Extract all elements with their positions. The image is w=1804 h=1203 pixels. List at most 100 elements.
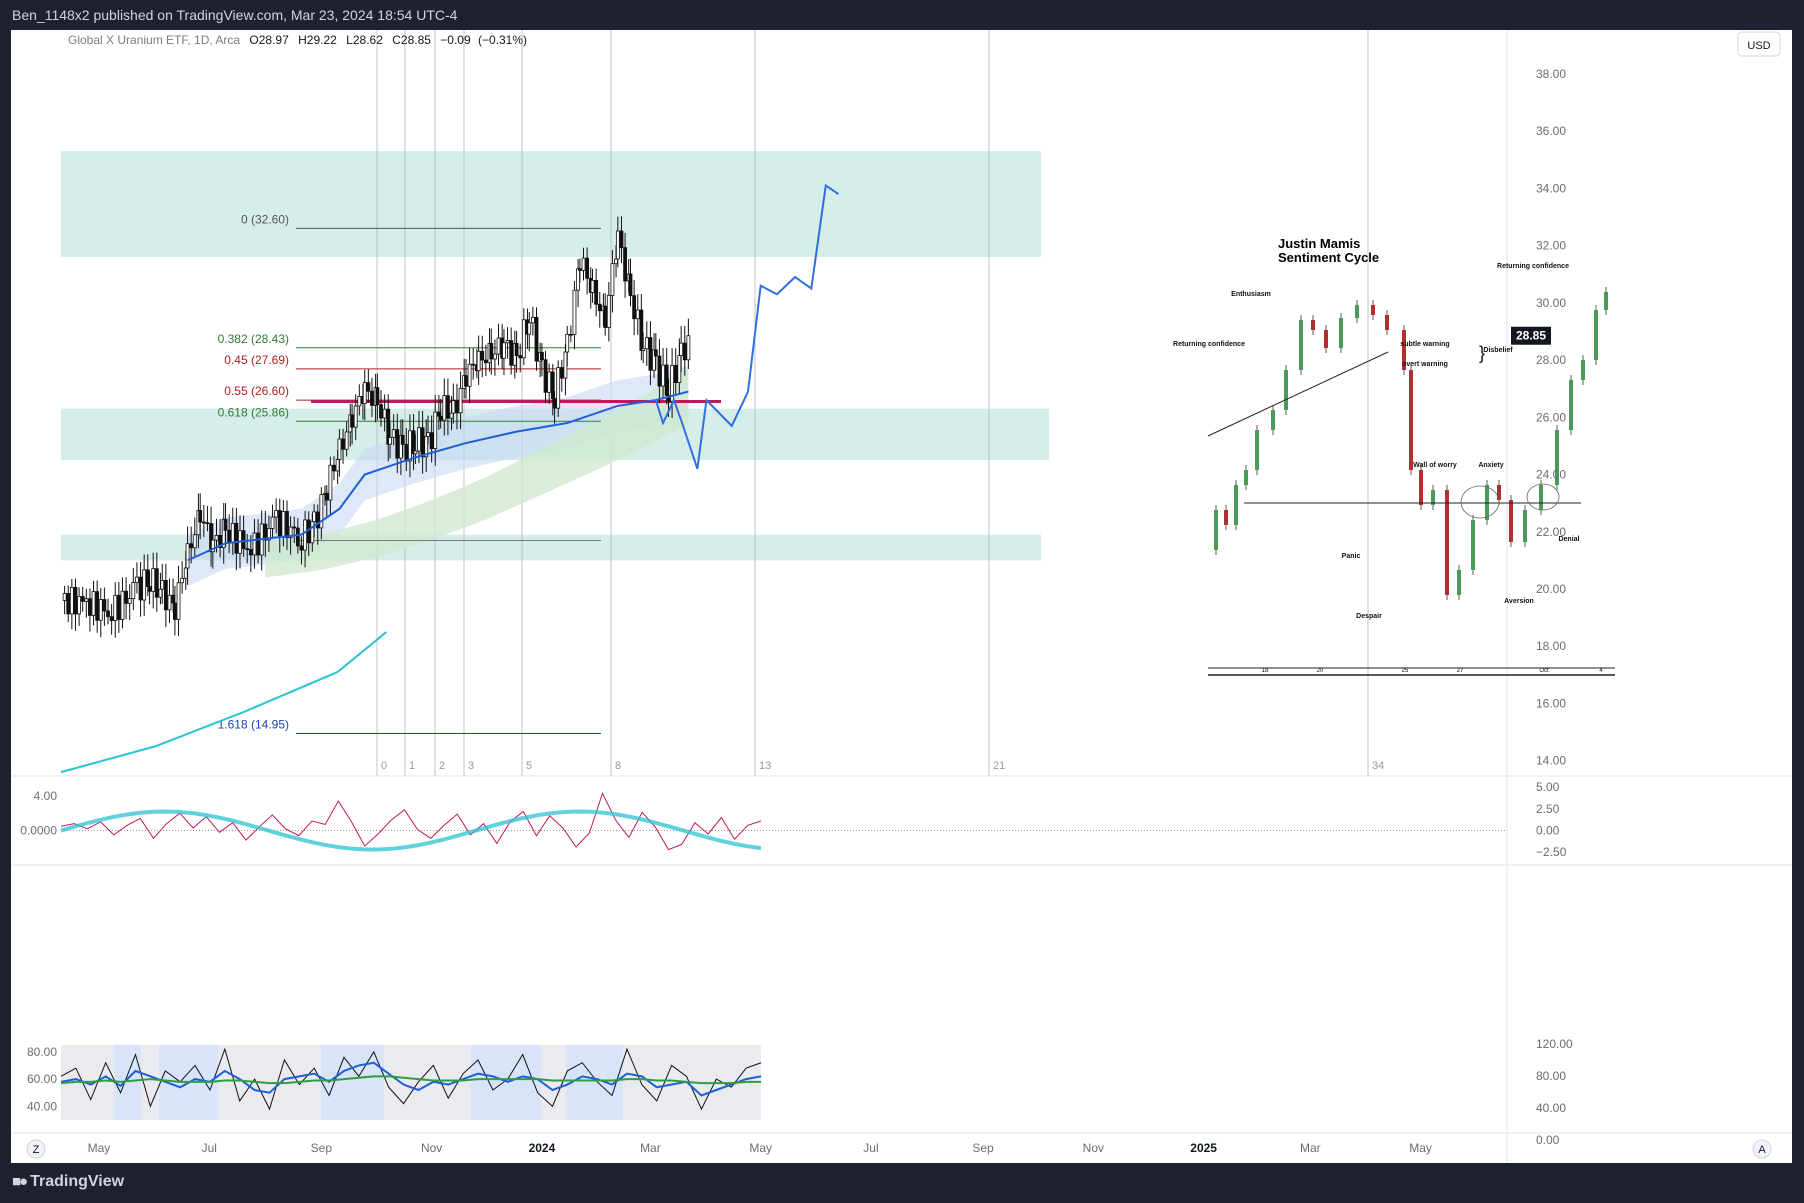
chart-canvas[interactable]: 0 1 2 3 5 8 13 21 34 0 (32.60) 0.382 (28.43) 0.45 … bbox=[11, 30, 1792, 1163]
currency-button[interactable]: USD bbox=[1737, 31, 1781, 57]
sentiment-label: Panic bbox=[1342, 553, 1361, 560]
candle-body bbox=[292, 526, 297, 529]
candle-body bbox=[514, 342, 519, 356]
inset-candle bbox=[1244, 470, 1248, 485]
projection-path bbox=[654, 183, 839, 470]
sentiment-label: Returning confidence bbox=[1497, 263, 1569, 270]
candle-body bbox=[315, 511, 320, 529]
fib-level-label: 1.618 (14.95) bbox=[218, 718, 289, 732]
inset-candle bbox=[1271, 410, 1275, 430]
cycle-marker-label: 13 bbox=[759, 760, 771, 772]
oscillator-line bbox=[60, 1047, 762, 1111]
publish-header: Ben_1148x2 published on TradingView.com,… bbox=[0, 0, 1804, 30]
price-tick-label: 38.00 bbox=[1536, 67, 1566, 81]
legend-low-value: 28.62 bbox=[353, 33, 383, 47]
candle-body bbox=[124, 590, 128, 604]
tradingview-logo[interactable]: ■● TradingView bbox=[12, 1173, 124, 1191]
annotation-subtitle: Sentiment Cycle bbox=[1278, 250, 1379, 265]
candle-body bbox=[160, 580, 165, 590]
candle-body bbox=[281, 511, 286, 537]
candle-body bbox=[382, 408, 387, 419]
legend-high-label: H bbox=[298, 33, 307, 47]
candle-body bbox=[138, 576, 143, 601]
candle-body bbox=[214, 534, 219, 541]
time-tick-label: May bbox=[749, 1141, 772, 1155]
candle-body bbox=[154, 568, 159, 598]
price-tick-label: 34.00 bbox=[1536, 181, 1566, 195]
time-tick-label: Jul bbox=[202, 1141, 217, 1155]
candle-body bbox=[518, 355, 523, 359]
candle-body bbox=[576, 268, 580, 291]
indicator1-tick: 5.00 bbox=[1536, 780, 1560, 794]
inset-candle bbox=[1255, 430, 1259, 470]
candle-body bbox=[256, 532, 260, 556]
candle-body bbox=[145, 569, 150, 587]
inset-candle bbox=[1355, 305, 1359, 318]
auto-scale-button[interactable]: A bbox=[1752, 1139, 1772, 1159]
candle-body bbox=[88, 598, 92, 616]
timezone-button[interactable]: Z bbox=[26, 1139, 46, 1159]
candle-body bbox=[192, 534, 197, 549]
candle-body bbox=[328, 464, 333, 501]
candle-body bbox=[568, 333, 573, 336]
inset-candle bbox=[1594, 310, 1598, 360]
candle-body bbox=[270, 516, 275, 529]
cycle-marker-label: 3 bbox=[468, 760, 474, 772]
candle-body bbox=[147, 586, 152, 592]
sentiment-label: Disbelief bbox=[1483, 347, 1513, 354]
fib-level-label: 0.618 (25.86) bbox=[218, 405, 289, 419]
candle-body bbox=[455, 400, 459, 414]
candle-body bbox=[619, 230, 624, 249]
inset-candle bbox=[1555, 430, 1559, 485]
candle-body bbox=[344, 431, 349, 450]
candle-body bbox=[648, 337, 653, 371]
cycle-marker-label: 5 bbox=[526, 760, 532, 772]
candle-body bbox=[319, 494, 324, 529]
inset-candle bbox=[1339, 318, 1343, 348]
candle-body bbox=[534, 316, 539, 362]
legend-line: Global X Uranium ETF, 1D, Arca O28.97 H2… bbox=[68, 33, 527, 47]
candle-body bbox=[673, 364, 678, 384]
candle-body bbox=[677, 355, 682, 384]
candle-body bbox=[167, 594, 172, 611]
moving-average-line bbox=[187, 390, 689, 562]
inset-candle bbox=[1457, 570, 1461, 595]
candle-body bbox=[610, 263, 615, 296]
candle-body bbox=[464, 375, 468, 387]
candle-body bbox=[73, 586, 78, 615]
inset-axis-tick: Oct bbox=[1539, 668, 1549, 674]
sentiment-label: Returning confidence bbox=[1173, 341, 1245, 348]
candle-body bbox=[375, 387, 380, 405]
auto-scale-label: A bbox=[1758, 1144, 1766, 1156]
candle-body bbox=[476, 350, 481, 372]
candle-body bbox=[483, 359, 488, 364]
candle-body bbox=[241, 530, 246, 550]
candle-body bbox=[411, 430, 416, 455]
candle-body bbox=[590, 280, 595, 293]
candle-body bbox=[263, 523, 268, 541]
candle-body bbox=[639, 309, 644, 351]
candle-body bbox=[312, 511, 317, 523]
candle-body bbox=[594, 280, 599, 305]
candle-body bbox=[388, 437, 392, 445]
inset-axis-tick: 18 bbox=[1262, 668, 1269, 674]
candle-body bbox=[661, 364, 665, 387]
cycle-marker-label: 34 bbox=[1372, 760, 1384, 772]
price-tick-label: 18.00 bbox=[1536, 639, 1566, 653]
inset-candle bbox=[1569, 380, 1573, 430]
candle-body bbox=[408, 430, 412, 462]
indicator2-tick: 0.00 bbox=[1536, 1133, 1560, 1147]
candle-body bbox=[102, 599, 107, 612]
momentum-signal-band bbox=[60, 809, 762, 852]
candle-body bbox=[362, 382, 367, 405]
candle-body bbox=[563, 351, 568, 379]
inset-candle bbox=[1431, 490, 1435, 505]
candle-body bbox=[417, 427, 421, 452]
candle-body bbox=[547, 371, 552, 393]
sentiment-label: Enthusiasm bbox=[1231, 291, 1271, 298]
candle-body bbox=[521, 319, 526, 359]
chart-frame[interactable]: 0 1 2 3 5 8 13 21 34 0 (32.60) 0.382 (28.43) 0.45 … bbox=[11, 30, 1792, 1163]
sentiment-label: Despair bbox=[1356, 613, 1382, 620]
rsi-regime-band bbox=[541, 1045, 566, 1120]
price-tick-label: 28.00 bbox=[1536, 353, 1566, 367]
